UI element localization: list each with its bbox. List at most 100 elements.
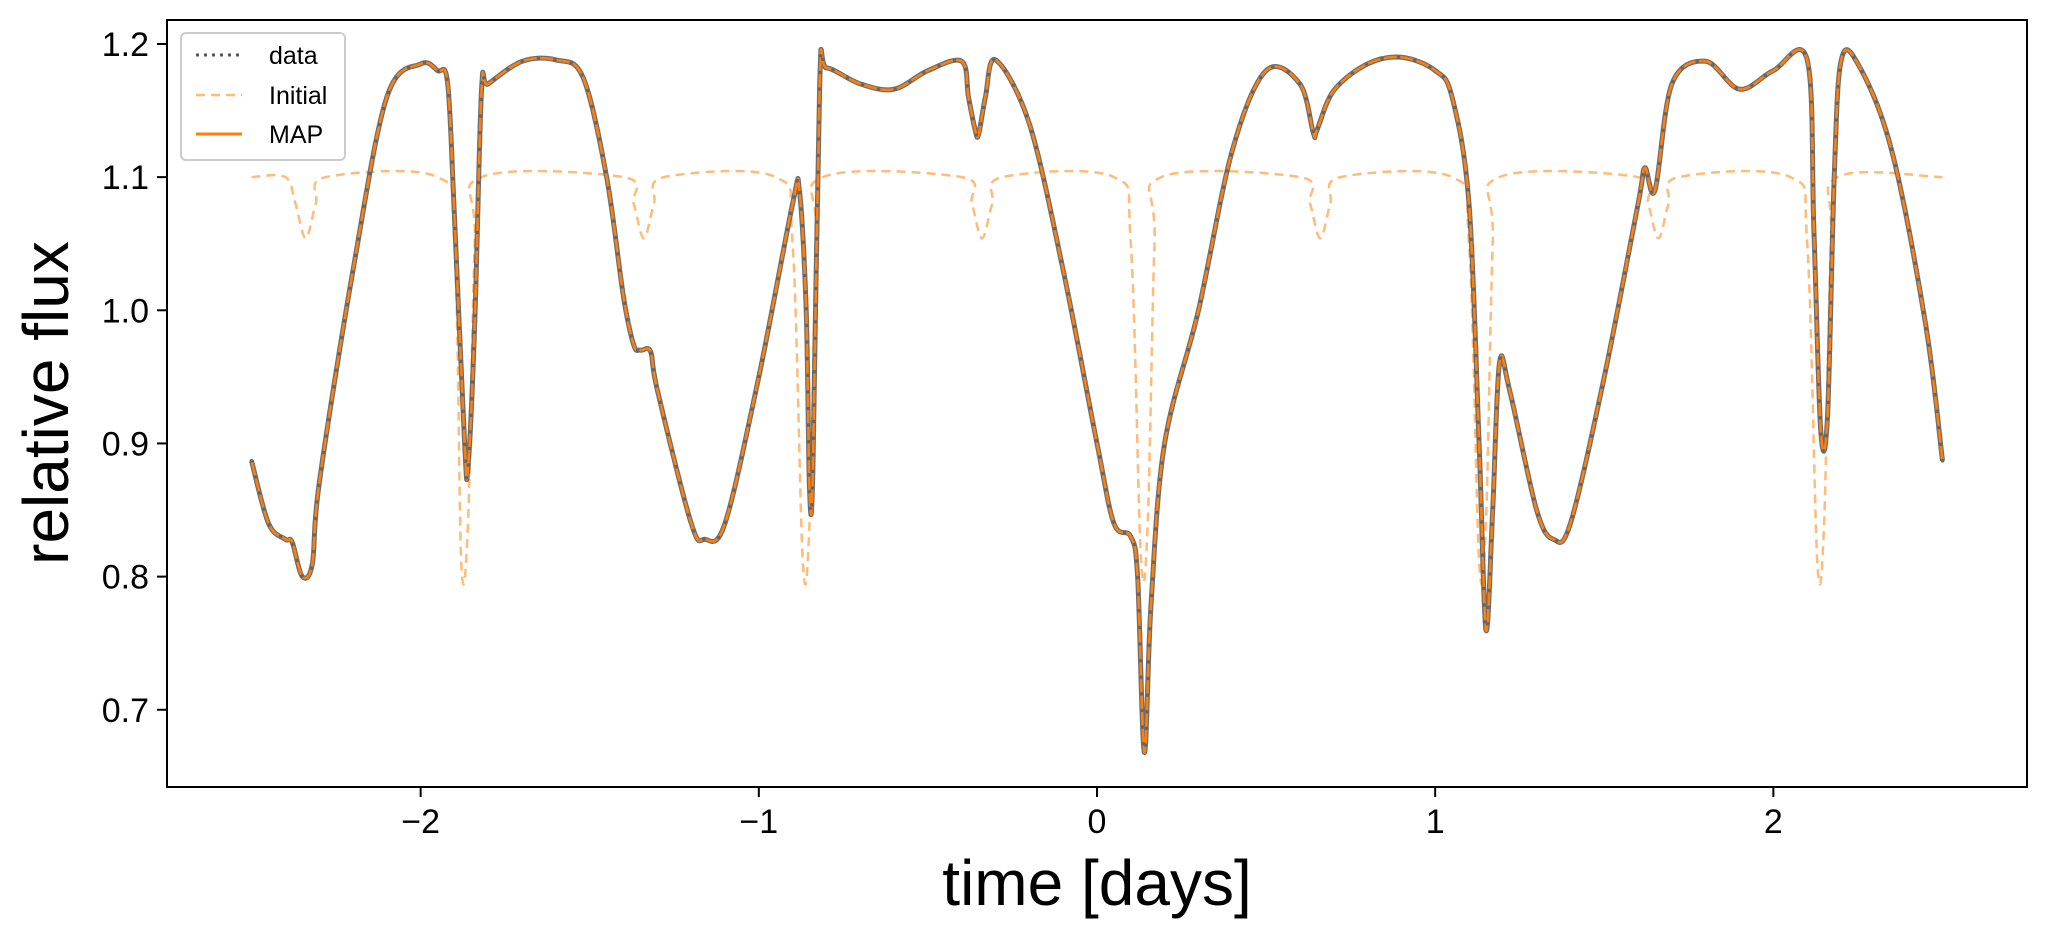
data-point <box>615 252 620 256</box>
data-point <box>472 347 476 351</box>
data-point <box>1297 81 1302 86</box>
data-point <box>472 330 477 335</box>
data-point <box>257 491 262 495</box>
data-point <box>629 334 633 338</box>
data-point <box>569 60 573 65</box>
data-point <box>1190 331 1195 336</box>
data-point <box>278 534 283 539</box>
data-point <box>806 406 810 411</box>
data-point <box>1680 66 1684 70</box>
x-tick-label: −2 <box>401 803 440 841</box>
data-point <box>469 396 474 401</box>
data-point <box>817 103 821 108</box>
data-point <box>1307 113 1312 117</box>
data-point <box>1011 83 1016 87</box>
x-axis-ticks: −2 −1 0 1 2 <box>401 787 1783 841</box>
data-point <box>813 336 817 341</box>
data-point <box>1491 489 1496 493</box>
data-point <box>654 384 659 388</box>
data-point <box>1638 189 1643 194</box>
data-point <box>770 309 774 314</box>
data-point <box>386 90 391 95</box>
data-point <box>1476 420 1481 425</box>
data-point <box>1921 310 1926 315</box>
data-point <box>1671 79 1675 84</box>
data-point <box>470 380 475 384</box>
data-point <box>1812 233 1816 237</box>
data-point <box>609 202 613 207</box>
data-point <box>1495 389 1500 394</box>
data-point <box>300 574 304 578</box>
data-point <box>603 169 608 174</box>
data-point <box>436 69 441 73</box>
data-point <box>611 219 616 223</box>
data-point <box>1094 439 1099 443</box>
data-point <box>1492 472 1496 477</box>
y-tick-label: 1.1 <box>102 159 149 197</box>
data-point <box>1472 304 1476 308</box>
data-point <box>448 110 452 115</box>
data-point <box>1600 385 1604 390</box>
data-point <box>356 237 361 241</box>
data-point <box>750 407 754 411</box>
data-point <box>618 268 622 273</box>
data-point <box>1250 90 1255 94</box>
data-point <box>1578 482 1583 487</box>
data-point <box>456 309 461 314</box>
data-point <box>1066 292 1070 296</box>
data-point <box>1619 287 1624 292</box>
data-point <box>492 77 497 82</box>
data-point <box>1514 416 1518 420</box>
data-point <box>475 247 479 251</box>
data-point <box>1829 267 1834 272</box>
data-point <box>291 542 295 546</box>
data-point <box>763 342 768 346</box>
data-point <box>1475 403 1480 408</box>
data-point <box>814 270 818 274</box>
data-point <box>1107 504 1111 508</box>
data-point <box>1205 267 1209 271</box>
data-point <box>702 537 706 542</box>
data-point <box>1452 105 1457 110</box>
data-point <box>1810 116 1814 121</box>
data-point <box>1493 439 1498 443</box>
data-point <box>469 413 473 418</box>
data-point <box>860 82 865 87</box>
data-point <box>670 448 674 453</box>
data-point <box>1646 174 1650 178</box>
data-point <box>1813 283 1818 287</box>
data-point <box>553 57 557 62</box>
data-point <box>1158 477 1162 482</box>
data-point <box>1311 129 1315 134</box>
data-point <box>810 502 814 507</box>
data-point <box>1907 228 1911 233</box>
data-point <box>1471 287 1476 292</box>
data-point <box>1811 216 1816 221</box>
data-point <box>594 121 598 125</box>
data-point <box>1136 592 1141 596</box>
data-point <box>813 320 818 324</box>
x-tick-label: 2 <box>1764 803 1783 841</box>
data-point <box>1327 95 1332 99</box>
data-point <box>1464 171 1468 175</box>
data-point <box>1833 151 1837 155</box>
data-point <box>1828 317 1833 322</box>
data-point <box>450 160 454 164</box>
data-point <box>476 180 481 185</box>
data-point <box>805 356 810 361</box>
data-point <box>1582 466 1587 471</box>
data-point <box>1225 169 1229 173</box>
data-point <box>806 390 810 394</box>
data-point <box>1830 234 1835 239</box>
data-point <box>319 467 324 471</box>
data-point <box>1466 187 1470 192</box>
data-point <box>474 280 478 285</box>
data-point <box>1831 217 1835 222</box>
data-point <box>1380 56 1384 61</box>
data-point <box>766 325 771 330</box>
data-point <box>815 220 819 224</box>
data-point <box>1835 101 1839 106</box>
data-point <box>267 523 272 527</box>
data-point <box>1810 150 1815 154</box>
data-point <box>1321 110 1326 115</box>
